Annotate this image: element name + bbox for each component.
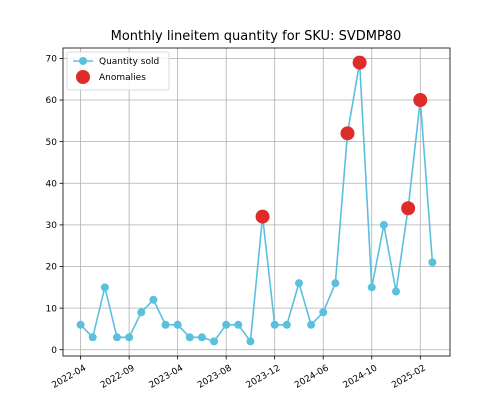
y-tick-label: 20 <box>46 263 58 273</box>
series-layer <box>76 58 437 346</box>
legend: Quantity sold Anomalies <box>66 51 170 91</box>
anomaly-point <box>352 55 367 70</box>
y-axis: 0 10 20 30 40 50 60 70 <box>46 55 63 356</box>
legend-label: Quantity sold <box>99 57 159 67</box>
data-point <box>282 320 291 329</box>
series-line <box>80 62 434 344</box>
data-point <box>112 333 121 342</box>
data-point <box>307 320 316 329</box>
y-tick-label: 50 <box>46 138 58 148</box>
data-point <box>294 279 303 288</box>
data-point <box>149 295 158 304</box>
legend-label: Anomalies <box>99 73 146 83</box>
anomaly-point <box>340 126 355 141</box>
data-point <box>210 337 219 346</box>
anomaly-point <box>401 201 416 216</box>
data-point <box>100 283 109 292</box>
y-tick-label: 40 <box>46 179 58 189</box>
data-point <box>161 320 170 329</box>
anomaly-layer <box>255 55 428 224</box>
data-point <box>173 320 182 329</box>
data-point <box>222 320 231 329</box>
data-point <box>379 220 388 229</box>
anomaly-point <box>255 209 270 224</box>
data-point <box>319 308 328 317</box>
y-tick-label: 0 <box>51 346 57 356</box>
plot-area-frame <box>62 47 451 357</box>
data-point <box>234 320 243 329</box>
y-tick-label: 10 <box>46 304 58 314</box>
data-point <box>185 333 194 342</box>
legend-marker-swatch <box>79 57 87 65</box>
data-point <box>88 333 97 342</box>
y-tick-label: 70 <box>46 55 58 65</box>
y-tick-label: 60 <box>46 96 58 106</box>
data-point <box>270 320 279 329</box>
data-point <box>125 333 134 342</box>
y-tick-label: 30 <box>46 221 58 231</box>
chart-title: Monthly lineitem quantity for SKU: SVDMP… <box>111 29 402 44</box>
data-point <box>331 279 340 288</box>
anomaly-point <box>413 93 428 108</box>
data-point <box>392 287 401 296</box>
legend-anomaly-swatch <box>76 70 90 84</box>
data-point <box>197 333 206 342</box>
data-point <box>137 308 146 317</box>
data-point <box>367 283 376 292</box>
data-point <box>428 258 437 267</box>
data-point <box>76 320 85 329</box>
data-point <box>246 337 255 346</box>
